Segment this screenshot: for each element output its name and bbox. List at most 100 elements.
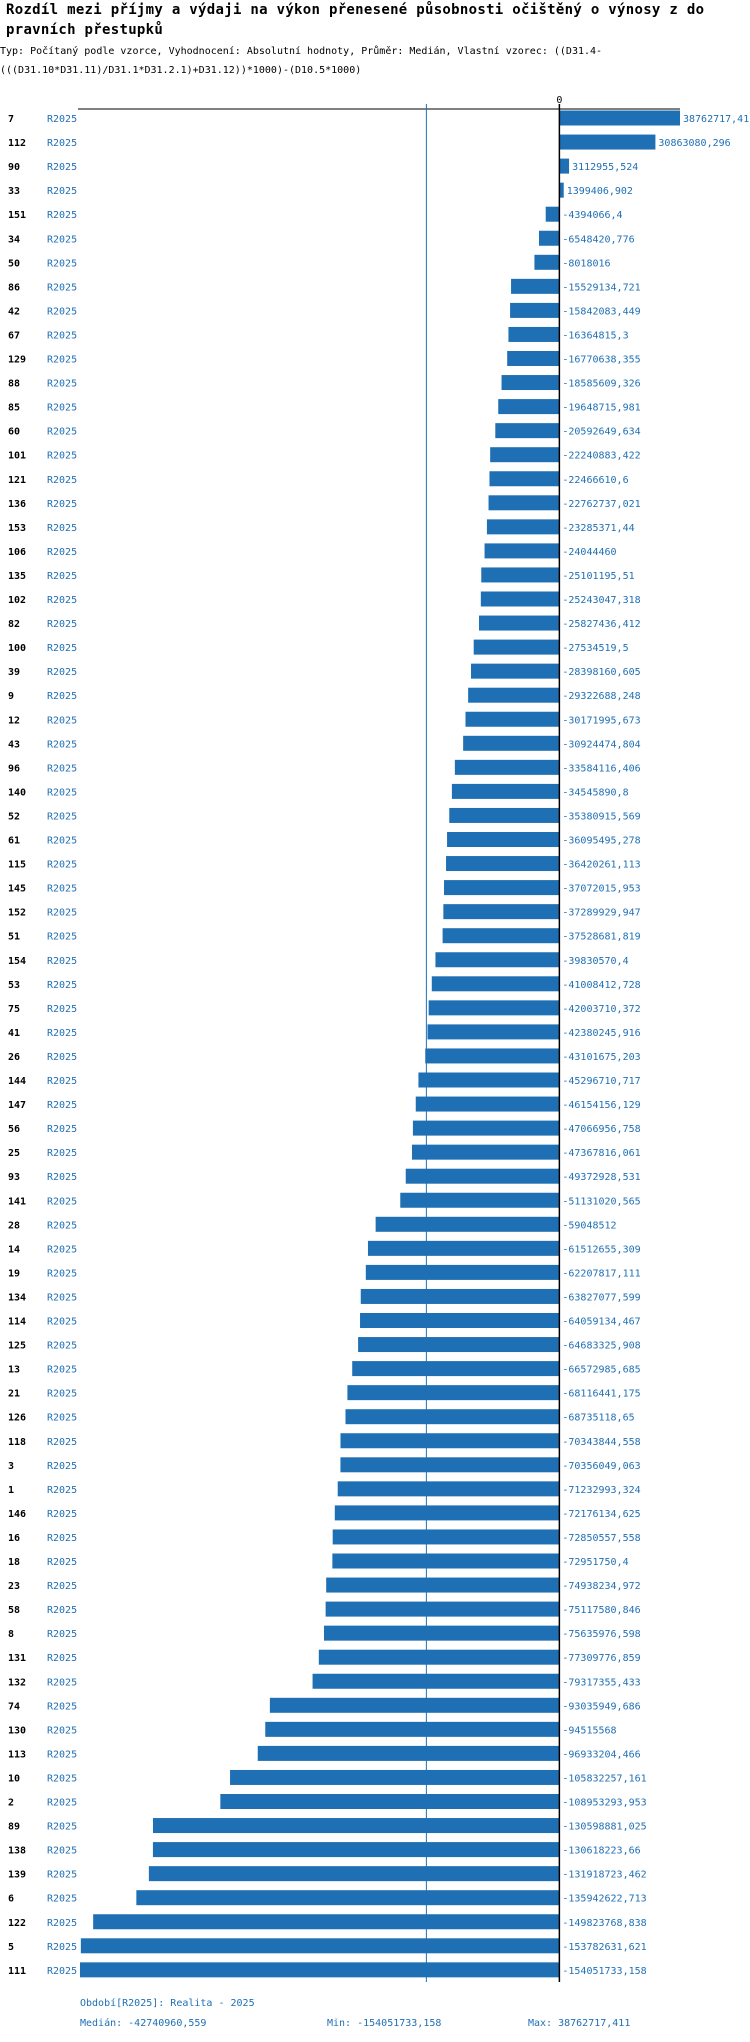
bar[interactable] [80,1962,560,1978]
bar[interactable] [481,567,560,583]
bar[interactable] [454,759,560,775]
bar[interactable] [332,1529,560,1545]
bar[interactable] [400,1192,560,1208]
bar[interactable] [352,1361,560,1377]
period-label: R2025 [47,932,77,943]
bar[interactable] [405,1168,560,1184]
bar[interactable] [447,832,560,847]
bar[interactable] [340,1433,560,1449]
bar[interactable] [545,206,560,222]
bar-value-label: -42003710,372 [562,1004,640,1015]
bar[interactable] [425,1048,560,1064]
bar[interactable] [325,1601,560,1617]
bar[interactable] [418,1072,560,1088]
bar[interactable] [220,1794,560,1809]
bar[interactable] [489,471,560,487]
bar[interactable] [360,1313,560,1328]
bar[interactable] [367,1240,560,1256]
bar[interactable] [498,399,560,415]
bar[interactable] [375,1216,560,1232]
bar[interactable] [347,1385,560,1401]
bar-value-label: -47066956,758 [562,1124,640,1135]
bar[interactable] [488,495,560,511]
category-label: 1 [8,1485,14,1496]
category-label: 12 [8,715,20,726]
bar[interactable] [412,1120,560,1136]
bar[interactable] [360,1288,560,1304]
bar[interactable] [345,1409,560,1425]
bar-value-label: -96933204,466 [562,1749,640,1760]
bar[interactable] [511,278,560,294]
bar[interactable] [559,110,680,126]
bar[interactable] [148,1866,560,1882]
bar[interactable] [337,1481,560,1497]
bar[interactable] [473,639,560,655]
bar[interactable] [446,856,560,872]
bar[interactable] [495,423,560,439]
period-label: R2025 [47,1581,77,1592]
bar[interactable] [340,1457,560,1473]
bar[interactable] [479,615,560,631]
bar[interactable] [444,880,560,896]
bar[interactable] [365,1264,560,1280]
bar[interactable] [318,1649,560,1665]
bar[interactable] [501,375,560,391]
bar[interactable] [427,1024,560,1040]
bar[interactable] [508,326,560,342]
category-label: 130 [8,1725,26,1736]
bar[interactable] [510,302,560,318]
category-label: 96 [8,763,20,774]
bar[interactable] [428,1000,560,1016]
bar[interactable] [257,1745,560,1761]
bar[interactable] [559,182,564,198]
bar[interactable] [152,1818,560,1834]
bar[interactable] [435,952,560,968]
bar[interactable] [152,1842,560,1858]
bar[interactable] [431,976,560,992]
period-label: R2025 [47,258,77,269]
period-label: R2025 [47,1317,77,1328]
bar[interactable] [471,663,560,679]
bar[interactable] [411,1144,560,1160]
bar[interactable] [539,230,560,246]
period-label: R2025 [47,282,77,293]
bar[interactable] [269,1697,560,1713]
bar[interactable] [415,1096,560,1112]
bar[interactable] [136,1890,560,1906]
bar[interactable] [486,519,560,535]
bar[interactable] [442,928,560,944]
bar[interactable] [559,134,656,150]
period-label: R2025 [47,571,77,582]
bar-value-label: -33584116,406 [562,763,640,774]
bar[interactable] [490,447,560,463]
category-label: 21 [8,1389,20,1400]
bar-value-label: -68116441,175 [562,1389,640,1400]
bar[interactable] [559,158,570,174]
bar[interactable] [468,687,560,703]
bar[interactable] [358,1337,560,1353]
period-label: R2025 [47,427,77,438]
bar[interactable] [463,735,560,751]
bar[interactable] [449,807,560,823]
bar-value-label: -59048512 [562,1220,616,1231]
bar[interactable] [334,1505,560,1521]
bar[interactable] [443,904,560,920]
bar[interactable] [80,1938,560,1954]
bar[interactable] [451,783,560,799]
period-label: R2025 [47,763,77,774]
bar[interactable] [534,254,560,270]
bar[interactable] [465,711,560,727]
bar[interactable] [507,351,560,366]
bar[interactable] [332,1553,560,1569]
bar[interactable] [480,591,560,607]
bar[interactable] [93,1914,560,1930]
bar[interactable] [312,1673,560,1689]
bar[interactable] [324,1625,560,1641]
bar[interactable] [265,1721,560,1737]
period-label: R2025 [47,1028,77,1039]
category-label: 139 [8,1870,26,1881]
bar[interactable] [230,1769,560,1785]
bar-value-label: -75117580,846 [562,1605,640,1616]
bar[interactable] [484,543,560,559]
bar[interactable] [326,1577,560,1593]
